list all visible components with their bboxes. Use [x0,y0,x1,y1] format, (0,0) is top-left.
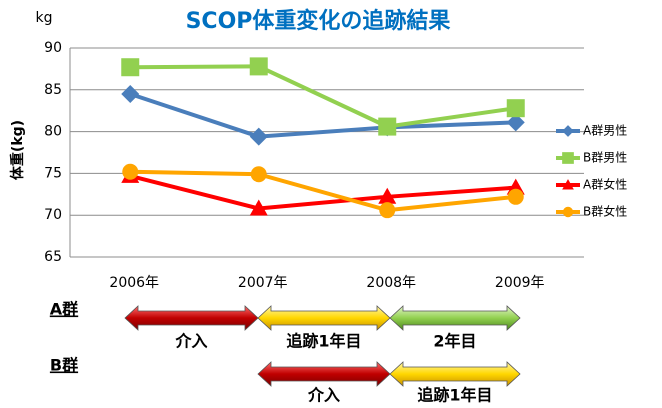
marker [506,113,525,132]
phase-label: 追跡1年目 [286,332,361,351]
phase-arrow [124,305,259,331]
legend-label: B群女性 [583,204,627,219]
marker [122,163,139,180]
chart-title: SCOP体重変化の追跡結果 [186,8,451,34]
marker [121,84,140,103]
phase-label: 2年目 [433,332,476,351]
phase-label: 介入 [174,332,207,351]
marker [507,188,524,205]
phase-arrow [257,305,391,331]
legend-marker [562,179,574,190]
legend-label: A群男性 [583,124,627,138]
legend-marker [562,152,574,164]
marker [506,99,525,118]
series-line [129,92,516,139]
group-label: B群 [50,356,78,375]
y-tick-label: 75 [44,165,62,181]
phase-label: 介入 [307,386,340,405]
marker [250,166,267,183]
group-label: A群 [50,300,78,319]
marker [379,202,396,219]
series-line [129,173,516,211]
legend-marker [562,206,574,218]
legend-label: B群男性 [583,151,627,165]
marker [378,117,397,136]
marker [249,199,268,216]
y-tick-label: 80 [44,124,62,140]
marker [249,57,268,76]
x-tick-label: 2008年 [366,275,416,291]
marker [378,187,397,204]
phase-arrow [257,361,391,387]
phase-label: 追跡1年目 [417,386,492,405]
x-tick-label: 2009年 [495,275,545,291]
y-unit: kg [36,10,53,26]
x-tick-label: 2007年 [238,275,288,291]
marker [121,58,140,77]
series-line [130,169,516,213]
y-axis-label: 体重(kg) [9,120,26,180]
phase-arrow [389,305,521,331]
x-tick-label: 2006年 [109,275,159,291]
y-tick-label: 90 [44,40,62,56]
y-tick-label: 65 [44,249,62,265]
phase-arrow [389,361,521,387]
legend-label: A群女性 [583,177,627,192]
marker [249,127,268,146]
series-line [130,64,517,129]
y-tick-label: 70 [44,207,62,223]
y-tick-label: 85 [44,82,62,98]
legend-marker [562,125,574,137]
